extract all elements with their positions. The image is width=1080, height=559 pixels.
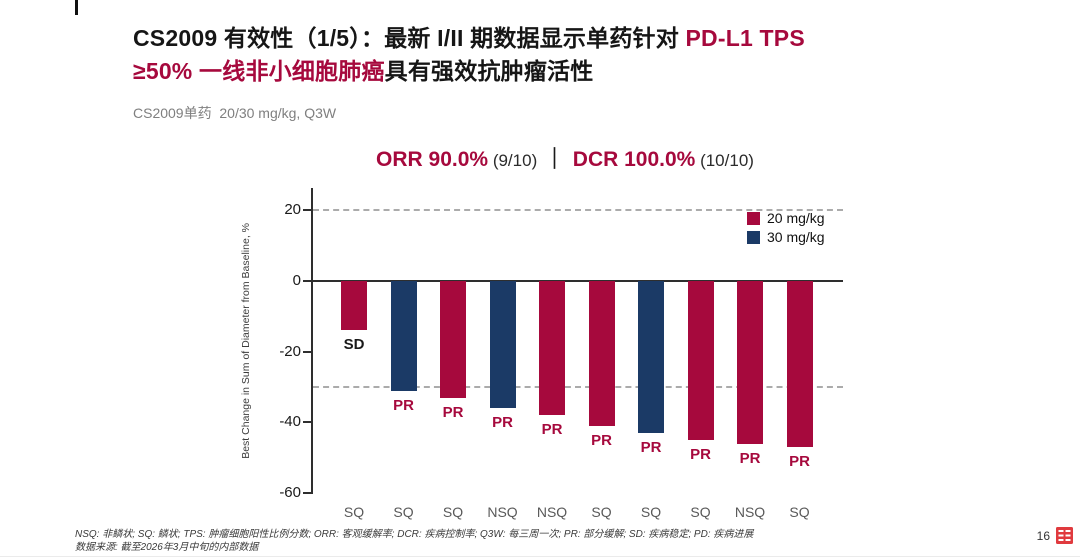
x-axis-label: SQ bbox=[591, 504, 612, 520]
bar bbox=[737, 281, 763, 444]
bar-response-label: PR bbox=[739, 449, 761, 467]
y-tick-label: 20 bbox=[284, 201, 301, 219]
bar bbox=[440, 281, 466, 398]
y-axis-title: Best Change in Sum of Diameter from Base… bbox=[240, 223, 252, 459]
bar-response-label: PR bbox=[640, 438, 662, 456]
y-tick-mark bbox=[303, 491, 311, 494]
title-line1-black: CS2009 有效性（1/5）：最新 I/II 期数据显示单药针对 bbox=[133, 25, 686, 51]
dcr-count: (10/10) bbox=[695, 151, 754, 170]
legend-row-20mgkg: 20 mg/kg bbox=[747, 210, 825, 226]
bar bbox=[341, 281, 367, 331]
x-axis-label: NSQ bbox=[487, 504, 518, 520]
legend-swatch-navy bbox=[747, 230, 760, 244]
title-line2-black: 具有强效抗肿瘤活性 bbox=[384, 58, 594, 84]
y-tick-mark bbox=[303, 421, 311, 424]
red-square-grid-logo-icon bbox=[1056, 527, 1073, 544]
bar bbox=[588, 281, 615, 426]
bottom-divider bbox=[0, 556, 1080, 557]
y-tick-label: 0 bbox=[292, 272, 301, 289]
bar-response-label: PR bbox=[789, 453, 810, 471]
bar-response-label: PR bbox=[393, 396, 414, 414]
bar bbox=[638, 281, 664, 433]
bar-response-label: PR bbox=[690, 445, 711, 463]
waterfall-plot: 20 0 -20 -40 -60 SD SQ PR SQ PR SQ PR NSQ PR NSQ PR SQ PR… bbox=[279, 188, 843, 520]
data-source-line: 数据来源: 截至2026年3月中旬的内部数据 bbox=[75, 541, 259, 553]
page-title: CS2009 有效性（1/5）：最新 I/II 期数据显示单药针对 PD-L1 … bbox=[133, 22, 1043, 88]
y-tick-mark bbox=[303, 350, 311, 353]
page-number: 16 bbox=[1036, 529, 1050, 543]
dashed-gridline bbox=[313, 209, 843, 212]
title-line2-red: ≥50% 一线非小细胞肺癌 bbox=[133, 58, 385, 84]
bar bbox=[489, 281, 516, 409]
y-tick-label: -40 bbox=[279, 413, 301, 431]
footnotes: NSQ: 非鳞状; SQ: 鳞状; TPS: 肿瘤细胞阳性比例分数; ORR: … bbox=[75, 529, 795, 554]
x-axis-label: SQ bbox=[690, 504, 711, 520]
bar bbox=[786, 281, 813, 448]
top-edge-tick bbox=[75, 0, 78, 15]
y-tick-mark bbox=[303, 209, 311, 212]
x-axis-label: NSQ bbox=[536, 504, 568, 520]
legend-swatch-crimson bbox=[747, 211, 760, 225]
bar bbox=[687, 281, 714, 440]
bar-response-label: PR bbox=[591, 431, 612, 449]
x-axis-label: SQ bbox=[640, 504, 662, 520]
x-axis-label: SQ bbox=[789, 504, 810, 520]
orr-count: (9/10) bbox=[488, 151, 542, 170]
bar-response-label: PR bbox=[541, 421, 563, 439]
company-logo-icon bbox=[1056, 527, 1073, 544]
legend-label: 30 mg/kg bbox=[767, 229, 825, 245]
x-axis-label: NSQ bbox=[734, 504, 766, 520]
orr-value: ORR 90.0% bbox=[376, 148, 489, 171]
x-axis-label: SQ bbox=[393, 504, 414, 520]
bar bbox=[539, 281, 565, 416]
bar bbox=[390, 281, 417, 391]
y-tick-label: -60 bbox=[279, 483, 301, 501]
chart-legend: 20 mg/kg 30 mg/kg bbox=[747, 210, 825, 248]
y-tick-mark bbox=[303, 280, 311, 282]
summary-separator: ｜ bbox=[543, 148, 565, 171]
x-axis-label: SQ bbox=[343, 504, 365, 520]
dashed-gridline bbox=[313, 385, 843, 388]
bar-response-label: PR bbox=[492, 414, 513, 432]
orr-dcr-summary: ORR 90.0% (9/10) ｜ DCR 100.0% (10/10) bbox=[280, 143, 850, 173]
legend-row-30mgkg: 30 mg/kg bbox=[747, 229, 825, 245]
x-axis-label: SQ bbox=[442, 504, 464, 520]
dcr-value: DCR 100.0% bbox=[566, 148, 696, 171]
bar-response-label: PR bbox=[442, 403, 464, 421]
title-line1-red: PD-L1 TPS bbox=[685, 25, 805, 51]
bar-response-label: SD bbox=[343, 336, 365, 354]
legend-label: 20 mg/kg bbox=[767, 210, 825, 226]
y-tick-label: -20 bbox=[279, 342, 301, 360]
zero-baseline bbox=[313, 280, 843, 282]
subtitle: CS2009单药 20/30 mg/kg, Q3W bbox=[133, 105, 337, 121]
abbreviations-line: NSQ: 非鳞状; SQ: 鳞状; TPS: 肿瘤细胞阳性比例分数; ORR: … bbox=[75, 529, 754, 540]
